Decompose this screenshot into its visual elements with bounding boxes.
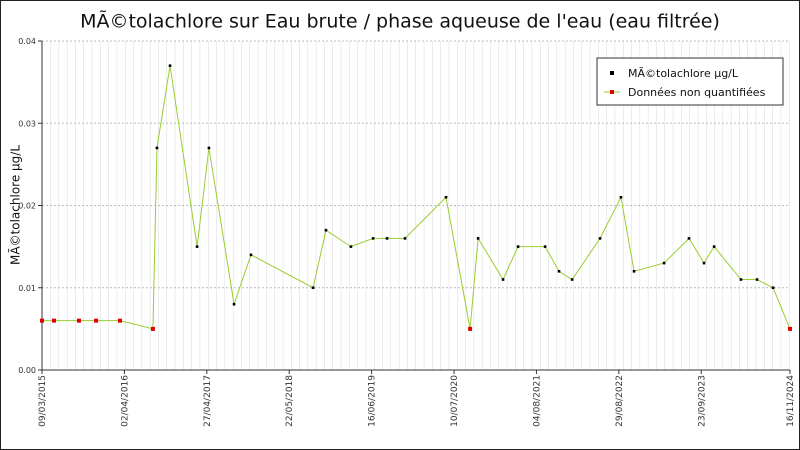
data-point xyxy=(687,237,691,240)
data-point xyxy=(557,270,561,273)
legend-marker xyxy=(610,71,614,75)
data-point xyxy=(702,261,706,265)
data-point xyxy=(207,146,211,150)
data-point xyxy=(570,278,574,281)
x-tick-label: 09/03/2015 xyxy=(38,375,48,427)
data-point xyxy=(232,302,236,306)
data-point xyxy=(755,278,759,281)
non-quantified-point xyxy=(94,318,99,323)
data-point xyxy=(543,245,547,248)
data-point xyxy=(168,64,172,67)
data-point xyxy=(324,228,328,232)
data-point xyxy=(371,237,375,240)
data-point xyxy=(598,237,602,240)
x-tick-label: 29/08/2022 xyxy=(615,375,625,427)
y-axis-label: MÃ©tolachlore µg/L xyxy=(8,145,23,265)
y-tick-label: 0.01 xyxy=(18,284,36,293)
data-point xyxy=(403,237,407,240)
x-tick-label: 02/04/2016 xyxy=(120,375,130,427)
non-quantified-point xyxy=(468,326,473,331)
data-point xyxy=(444,195,448,199)
x-tick-label: 27/04/2017 xyxy=(203,375,213,427)
x-tick-label: 10/07/2020 xyxy=(450,375,460,427)
non-quantified-point xyxy=(76,318,81,323)
y-tick-label: 0.04 xyxy=(18,37,36,46)
chart-title: MÃ©tolachlore sur Eau brute / phase aque… xyxy=(80,10,720,33)
legend: MÃ©tolachlore µg/L Données non quantifiée… xyxy=(596,57,784,106)
data-point xyxy=(385,237,389,240)
data-point xyxy=(516,245,520,248)
legend-box xyxy=(596,57,784,106)
data-point xyxy=(155,146,159,150)
data-point xyxy=(739,278,743,281)
y-tick-label: 0.03 xyxy=(18,119,36,128)
data-point xyxy=(195,245,199,248)
non-quantified-point xyxy=(150,326,155,331)
data-point xyxy=(712,245,716,248)
data-point xyxy=(662,261,666,265)
data-point xyxy=(476,237,480,240)
data-point xyxy=(249,253,253,257)
x-tick-label: 04/08/2021 xyxy=(532,375,542,427)
data-point xyxy=(771,286,775,290)
non-quantified-point xyxy=(117,318,122,323)
y-tick-label: 0.02 xyxy=(18,202,36,211)
data-point xyxy=(349,245,353,248)
y-tick-label: 0.00 xyxy=(18,366,36,375)
data-point xyxy=(619,195,623,199)
non-quantified-point xyxy=(40,318,44,323)
non-quantified-point xyxy=(52,318,57,323)
x-tick-label: 23/09/2023 xyxy=(697,375,707,427)
non-quantified-point xyxy=(788,326,792,331)
legend-label: MÃ©tolachlore µg/L xyxy=(628,67,739,80)
legend-label: Données non quantifiées xyxy=(628,86,766,99)
x-tick-label: 16/06/2019 xyxy=(368,375,378,427)
data-point xyxy=(311,286,315,290)
x-tick-label: 16/11/2024 xyxy=(786,375,796,427)
data-point xyxy=(501,278,505,281)
x-tick-label: 22/05/2018 xyxy=(285,375,295,427)
legend-marker xyxy=(610,90,614,94)
data-point xyxy=(632,270,636,273)
